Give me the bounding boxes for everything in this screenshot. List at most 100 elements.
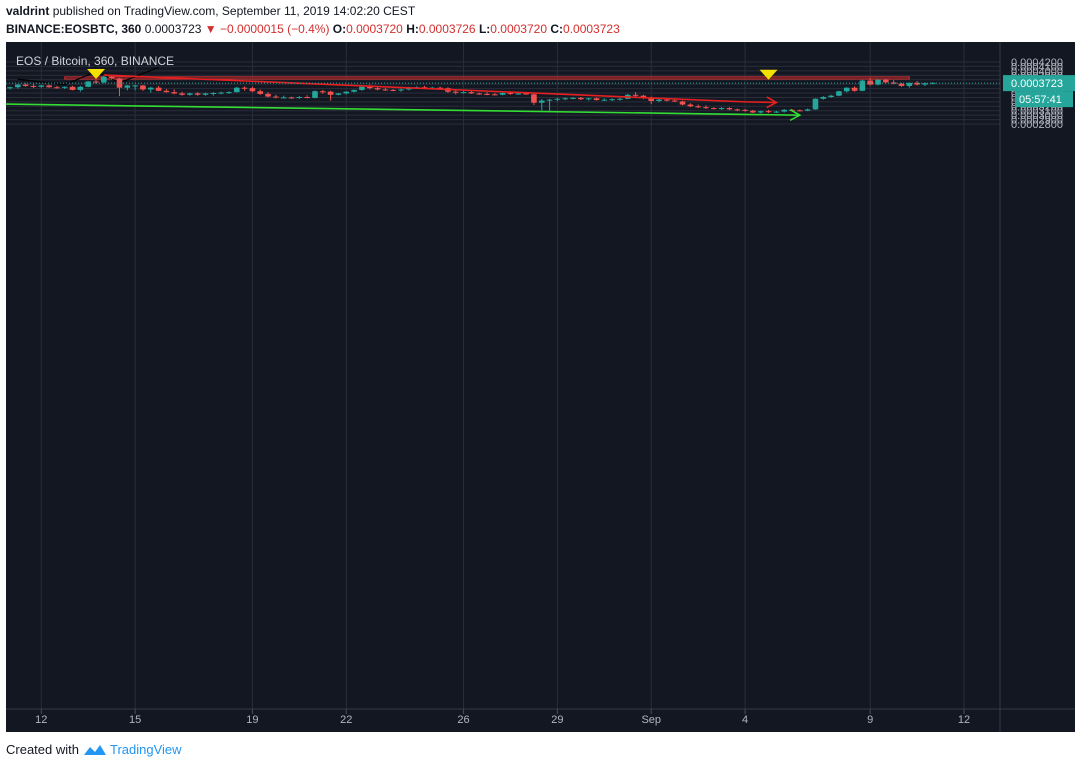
price-scale-panel[interactable] — [1000, 42, 1075, 709]
candle — [320, 89, 326, 94]
candle-body — [101, 76, 107, 83]
candle-body — [695, 106, 701, 108]
candle-body — [30, 85, 37, 87]
price-tick-label: 0.0002900 — [1011, 115, 1063, 127]
candle — [382, 88, 389, 91]
price-tick-label: 0.0004200 — [1011, 57, 1063, 69]
candle-body — [703, 107, 709, 109]
tradingview-brand[interactable]: TradingView — [109, 742, 182, 757]
candle-body — [38, 85, 45, 87]
candle-body — [609, 99, 615, 101]
candle-body — [601, 99, 608, 101]
candle-body — [359, 86, 365, 90]
candle-body — [773, 111, 780, 113]
candle — [546, 98, 553, 111]
candle-body — [116, 78, 123, 88]
candle — [132, 84, 138, 91]
candle — [288, 96, 295, 99]
candle-body — [742, 109, 748, 111]
candle — [398, 88, 404, 92]
candle — [554, 97, 561, 102]
candle-body — [656, 99, 662, 101]
candle-body — [585, 98, 592, 100]
candle — [609, 98, 615, 101]
candle — [163, 89, 170, 93]
candle-body — [890, 82, 897, 84]
candle-body — [218, 92, 224, 94]
candle — [851, 86, 858, 92]
time-tick-label: 12 — [35, 714, 47, 726]
candle — [593, 97, 600, 101]
candle — [601, 98, 608, 101]
symbol-info-bar: BINANCE:EOSBTC, 360 0.0003723 ▼ −0.00000… — [6, 22, 620, 36]
candle-body — [257, 91, 264, 94]
candle-body — [546, 99, 553, 101]
candle-body — [312, 91, 318, 98]
candle — [194, 92, 201, 96]
candle-body — [194, 93, 201, 95]
candle — [734, 108, 741, 112]
candle-body — [757, 111, 764, 113]
candle — [437, 86, 443, 89]
candle-body — [898, 83, 905, 86]
candle-body — [69, 86, 76, 90]
candle — [38, 85, 45, 88]
candle-body — [523, 93, 529, 95]
candle-body — [187, 93, 193, 95]
candle-body — [210, 93, 217, 95]
chart-canvas[interactable]: 12345 0.00042000.00041000.00040000.00039… — [0, 0, 1081, 740]
candle — [85, 81, 91, 88]
last-price: 0.0003723 — [144, 22, 202, 36]
candle-body — [93, 81, 99, 83]
candle-body — [843, 87, 850, 92]
candle-body — [914, 82, 920, 85]
time-tick-label: 29 — [551, 714, 563, 726]
candle — [875, 79, 881, 86]
candle-body — [273, 96, 279, 98]
candle-body — [851, 87, 858, 91]
top-markers — [87, 69, 778, 80]
candle — [312, 90, 318, 99]
candle — [460, 91, 467, 94]
author-name[interactable]: valdrint — [6, 4, 50, 18]
countdown-tag: 05:57:41 — [1019, 94, 1062, 106]
candle — [812, 98, 819, 110]
wave-label: 3 — [94, 59, 99, 69]
candle — [61, 86, 68, 90]
resistance-arrow-shaft — [745, 101, 777, 104]
candle — [155, 85, 162, 92]
open-label: O: — [332, 22, 347, 36]
candle — [617, 97, 623, 101]
candle-body — [265, 93, 271, 97]
candle-body — [687, 104, 694, 107]
candle — [578, 96, 584, 101]
candle — [585, 97, 592, 101]
top-marker-icon — [87, 69, 106, 80]
candle — [265, 92, 271, 98]
candle — [46, 84, 52, 88]
candle-body — [147, 87, 154, 90]
candle-body — [812, 98, 819, 110]
candle-body — [726, 108, 733, 110]
candle — [7, 86, 13, 90]
resistance-trendline — [103, 74, 746, 103]
candle — [273, 94, 279, 99]
price-tags: 0.0003723 05:57:41 — [1003, 75, 1075, 108]
candle — [140, 85, 146, 91]
candle-body — [875, 79, 881, 85]
candle — [69, 85, 76, 91]
candle-body — [249, 88, 256, 92]
footer: Created with TradingView — [6, 742, 182, 757]
candle-body — [570, 97, 576, 99]
price-change: −0.0000015 (−0.4%) — [220, 22, 330, 36]
candle-body — [382, 89, 389, 91]
candle — [531, 93, 537, 105]
candle — [210, 92, 217, 96]
candle-body — [515, 93, 522, 95]
high-value: 0.0003726 — [418, 22, 476, 36]
candle — [484, 92, 490, 96]
last-price-tag-bg — [1003, 75, 1075, 92]
candle-body — [562, 98, 569, 100]
countdown-tag-bg — [1015, 91, 1073, 108]
candle-body — [374, 88, 381, 90]
